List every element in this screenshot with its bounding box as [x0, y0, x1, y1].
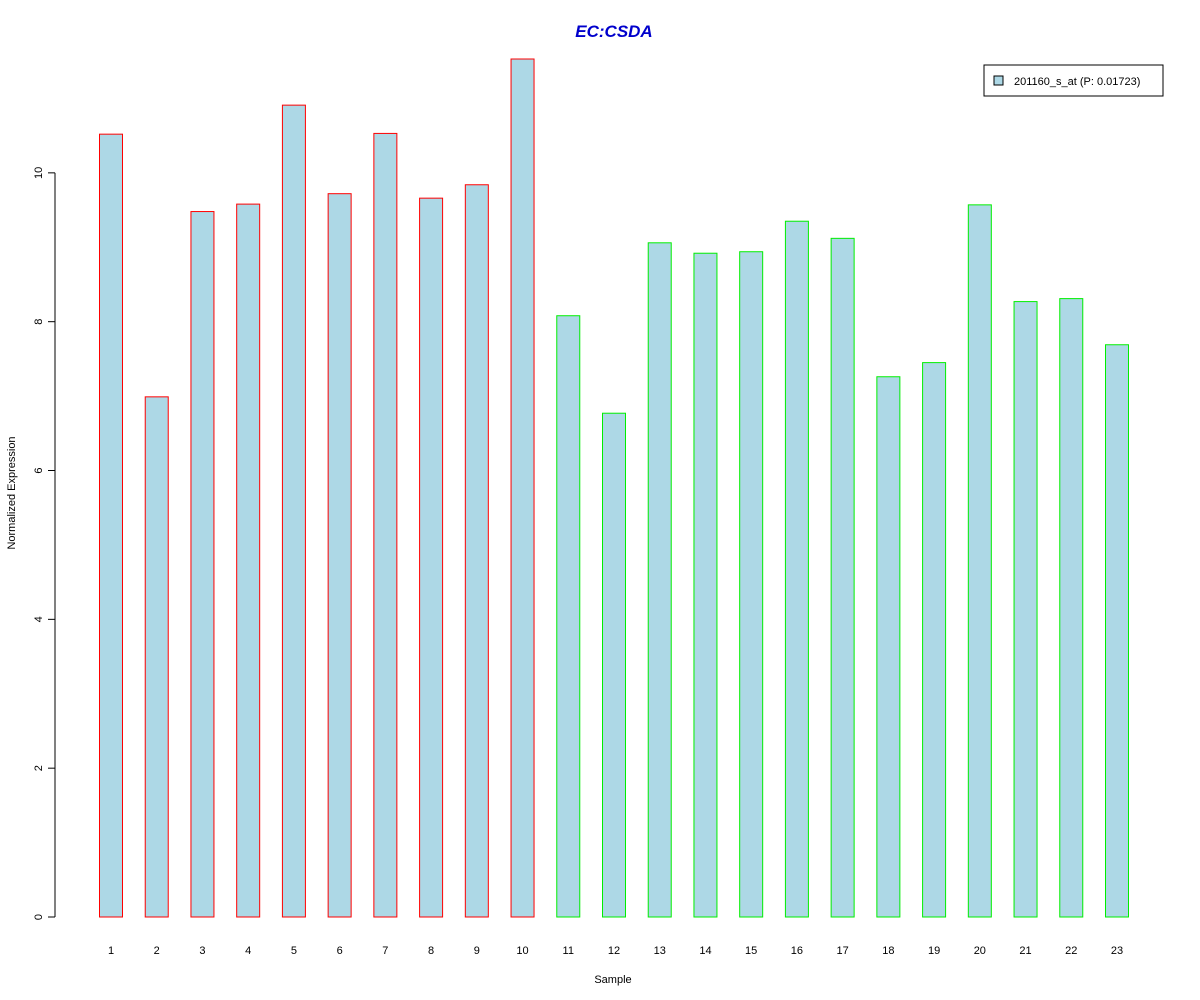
x-tick-label: 3 — [199, 945, 205, 957]
x-axis-label: Sample — [594, 974, 631, 986]
x-tick-label: 12 — [608, 945, 620, 957]
bar-sample-13 — [647, 242, 672, 918]
bar-sample-21 — [1013, 301, 1038, 918]
x-tick-label: 1 — [108, 945, 114, 957]
x-tick-label: 15 — [745, 945, 757, 957]
bars-group — [99, 58, 1129, 918]
bar-sample-15 — [739, 251, 764, 918]
bar-sample-14 — [693, 252, 718, 918]
x-tick-label: 16 — [791, 945, 803, 957]
bar-sample-11 — [556, 315, 581, 918]
x-tick-label: 14 — [699, 945, 711, 957]
bar-sample-16 — [784, 220, 809, 918]
legend-label: 201160_s_at (P: 0.01723) — [1014, 76, 1140, 88]
bar-sample-9 — [464, 184, 489, 918]
x-tick-label: 10 — [516, 945, 528, 957]
bar-sample-10 — [510, 58, 535, 918]
x-tick-label: 5 — [291, 945, 297, 957]
bar-sample-23 — [1105, 344, 1129, 918]
bar-sample-20 — [967, 204, 992, 918]
x-tick-label: 20 — [974, 945, 986, 957]
x-tick-label: 23 — [1111, 945, 1123, 957]
y-tick-label: 10 — [33, 167, 45, 179]
x-tick-label: 6 — [337, 945, 343, 957]
x-tick-label: 22 — [1065, 945, 1077, 957]
x-tick-label: 21 — [1019, 945, 1031, 957]
x-tick-label: 11 — [563, 945, 574, 957]
bar-sample-2 — [144, 396, 169, 918]
bar-sample-22 — [1059, 298, 1084, 918]
bar-sample-1 — [99, 133, 123, 918]
bar-sample-8 — [419, 197, 444, 918]
bar-sample-4 — [236, 203, 261, 918]
y-tick-label: 4 — [33, 616, 45, 622]
y-tick-label: 6 — [33, 467, 45, 473]
y-axis-label: Normalized Expression — [6, 436, 18, 549]
x-tick-label: 19 — [928, 945, 940, 957]
x-tick-label: 9 — [474, 945, 480, 957]
y-axis: 0 2 4 6 8 10 — [33, 167, 56, 920]
x-tick-label: 13 — [654, 945, 666, 957]
legend-box — [983, 64, 1164, 97]
y-tick-label: 8 — [33, 319, 45, 325]
y-tick-label: 0 — [33, 914, 45, 920]
bar-sample-3 — [190, 211, 215, 918]
x-tick-label: 8 — [428, 945, 434, 957]
bar-sample-17 — [830, 237, 855, 918]
x-tick-labels: 1 2 3 4 5 6 7 8 9 10 11 12 13 14 15 16 17 18 19 20 21 22 23 — [108, 945, 1123, 957]
x-tick-label: 4 — [245, 945, 251, 957]
bar-sample-7 — [373, 132, 398, 918]
bar-sample-6 — [327, 193, 352, 918]
bar-sample-18 — [876, 376, 901, 918]
chart-title: EC:CSDA — [575, 22, 652, 41]
bar-sample-12 — [602, 412, 626, 918]
bar-sample-5 — [281, 104, 306, 918]
x-tick-label: 17 — [837, 945, 849, 957]
x-tick-label: 7 — [382, 945, 388, 957]
y-tick-label: 2 — [33, 765, 45, 771]
legend: 201160_s_at (P: 0.01723) — [983, 64, 1164, 97]
x-tick-label: 2 — [154, 945, 160, 957]
bar-sample-19 — [922, 362, 947, 918]
x-tick-label: 18 — [882, 945, 894, 957]
legend-swatch — [993, 75, 1004, 86]
